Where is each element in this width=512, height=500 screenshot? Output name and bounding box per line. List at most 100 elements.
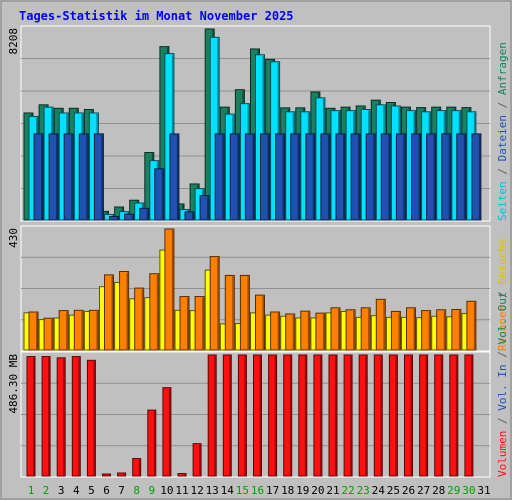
- top-max-label: 8208: [7, 28, 20, 55]
- middle-bar-rechner-day-29: [451, 308, 462, 351]
- middle-bar-rechner-day-5: [88, 309, 99, 351]
- bottom-bar-volumen-day-21: [328, 354, 338, 477]
- top-bar-seiten-day-17: [275, 133, 286, 221]
- legend-entry: Anfragen: [496, 42, 509, 95]
- day-label: 8: [133, 484, 140, 497]
- top-bar-seiten-day-6: [109, 216, 119, 221]
- day-label: 25: [387, 484, 400, 497]
- day-label: 23: [357, 484, 370, 497]
- top-bar-seiten-day-2: [48, 133, 59, 221]
- day-label: 11: [175, 484, 188, 497]
- top-bar-seiten-day-20: [320, 133, 331, 221]
- middle-bar-rechner-day-26: [406, 307, 416, 351]
- day-label: 30: [462, 484, 475, 497]
- top-bar-seiten-day-21: [335, 133, 346, 221]
- legend-entry: Vol. Out: [496, 292, 509, 345]
- middle-bar-rechner-day-17: [270, 311, 281, 351]
- top-series-legend: Seiten / Dateien / Anfragen: [496, 42, 509, 221]
- bottom-bar-volumen-day-19: [298, 354, 308, 477]
- bottom-bar-volumen-day-30: [464, 354, 474, 477]
- legend-entry: Volumen: [496, 431, 509, 477]
- day-label: 13: [206, 484, 219, 497]
- bottom-bar-volumen-day-2: [41, 356, 51, 477]
- day-label: 22: [341, 484, 354, 497]
- middle-bar-rechner-day-6: [104, 274, 114, 351]
- top-bar-seiten-day-30: [471, 133, 482, 221]
- middle-max-label: 430: [7, 228, 20, 248]
- visits-hosts-panel: 430: [7, 225, 491, 352]
- middle-bar-rechner-day-19: [300, 310, 311, 351]
- day-label: 9: [148, 484, 155, 497]
- day-label: 19: [296, 484, 309, 497]
- bottom-bar-volumen-day-12: [192, 443, 202, 477]
- legend-entry: /: [496, 161, 509, 181]
- legend-entry: Dateien: [496, 115, 509, 161]
- day-label: 27: [417, 484, 430, 497]
- legend-entry: Rechner: [496, 304, 509, 351]
- bottom-bar-volumen-day-25: [388, 354, 398, 477]
- middle-series-legend: Rechner / Besuche: [496, 238, 509, 351]
- top-bar-seiten-day-22: [350, 133, 361, 221]
- middle-bar-rechner-day-14: [224, 274, 235, 351]
- day-label: 20: [311, 484, 324, 497]
- middle-bar-rechner-day-2: [43, 317, 54, 351]
- middle-bar-rechner-day-15: [239, 274, 250, 351]
- middle-bar-rechner-day-4: [73, 309, 84, 351]
- bottom-bar-volumen-day-29: [449, 354, 459, 477]
- bottom-bar-volumen-day-15: [237, 354, 247, 477]
- middle-bar-rechner-day-10: [164, 228, 175, 351]
- legend-entry: /: [496, 285, 509, 305]
- middle-bar-rechner-day-16: [255, 294, 265, 351]
- top-bar-seiten-day-7: [124, 213, 135, 221]
- top-bar-seiten-day-27: [426, 133, 437, 221]
- middle-bar-rechner-day-3: [58, 310, 69, 351]
- middle-bar-rechner-day-23: [360, 307, 371, 351]
- day-label: 17: [266, 484, 279, 497]
- top-bar-seiten-day-19: [305, 133, 316, 221]
- day-label: 10: [160, 484, 173, 497]
- legend-entry: /: [496, 345, 509, 365]
- top-bar-seiten-day-8: [139, 207, 150, 221]
- middle-bar-rechner-day-7: [119, 270, 130, 351]
- chart-title: Tages-Statistik im Monat November 2025: [19, 9, 294, 23]
- day-label: 6: [103, 484, 110, 497]
- bottom-bar-volumen-day-9: [147, 409, 157, 477]
- day-label: 26: [402, 484, 415, 497]
- bottom-bar-volumen-day-22: [343, 354, 353, 477]
- day-label: 24: [372, 484, 386, 497]
- bottom-bar-volumen-day-4: [71, 356, 81, 477]
- bottom-bar-volumen-day-5: [86, 359, 96, 477]
- bottom-bar-volumen-day-16: [253, 354, 262, 477]
- day-label: 15: [236, 484, 249, 497]
- day-label: 21: [326, 484, 339, 497]
- day-label: 31: [477, 484, 490, 497]
- middle-bar-rechner-day-21: [330, 307, 341, 351]
- bottom-bar-volumen-day-3: [56, 357, 66, 477]
- top-bar-seiten-day-29: [456, 133, 467, 221]
- middle-bar-rechner-day-24: [375, 298, 386, 351]
- bottom-bar-volumen-day-17: [268, 354, 278, 477]
- middle-bar-rechner-day-13: [209, 256, 220, 351]
- volume-panel: 486.30 MB: [7, 351, 491, 478]
- day-label: 12: [190, 484, 203, 497]
- top-bar-seiten-day-1: [33, 133, 44, 221]
- day-label: 4: [73, 484, 80, 497]
- top-bar-seiten-day-28: [441, 133, 452, 221]
- top-bar-seiten-day-24: [380, 133, 391, 221]
- middle-bar-rechner-day-25: [390, 310, 401, 351]
- day-label: 7: [118, 484, 125, 497]
- top-bar-seiten-day-18: [290, 133, 301, 221]
- bottom-series-legend: Volumen / Vol. In / Vol. Out: [496, 292, 509, 477]
- top-bar-seiten-day-11: [184, 211, 195, 221]
- bottom-bar-volumen-day-10: [162, 387, 172, 477]
- day-label: 29: [447, 484, 460, 497]
- middle-bar-rechner-day-30: [466, 300, 477, 351]
- top-bar-seiten-day-25: [395, 133, 406, 221]
- series-legend-labels: Seiten / Dateien / Anfragen Rechner / Bes…: [496, 42, 509, 477]
- bottom-bar-volumen-day-28: [434, 354, 444, 477]
- legend-entry: Vol. In: [496, 364, 509, 410]
- middle-bar-rechner-day-22: [345, 309, 356, 351]
- day-label: 14: [221, 484, 235, 497]
